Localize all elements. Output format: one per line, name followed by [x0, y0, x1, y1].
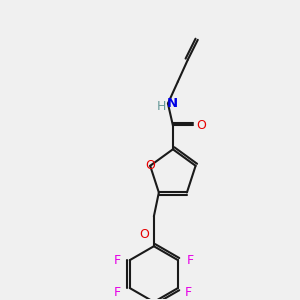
- Text: F: F: [184, 286, 191, 298]
- Text: F: F: [114, 286, 122, 298]
- Text: O: O: [139, 228, 149, 241]
- Text: H: H: [156, 100, 166, 113]
- Text: O: O: [145, 159, 155, 172]
- Text: N: N: [166, 97, 178, 110]
- Text: F: F: [186, 254, 194, 267]
- Text: F: F: [114, 254, 122, 267]
- Text: O: O: [196, 119, 206, 132]
